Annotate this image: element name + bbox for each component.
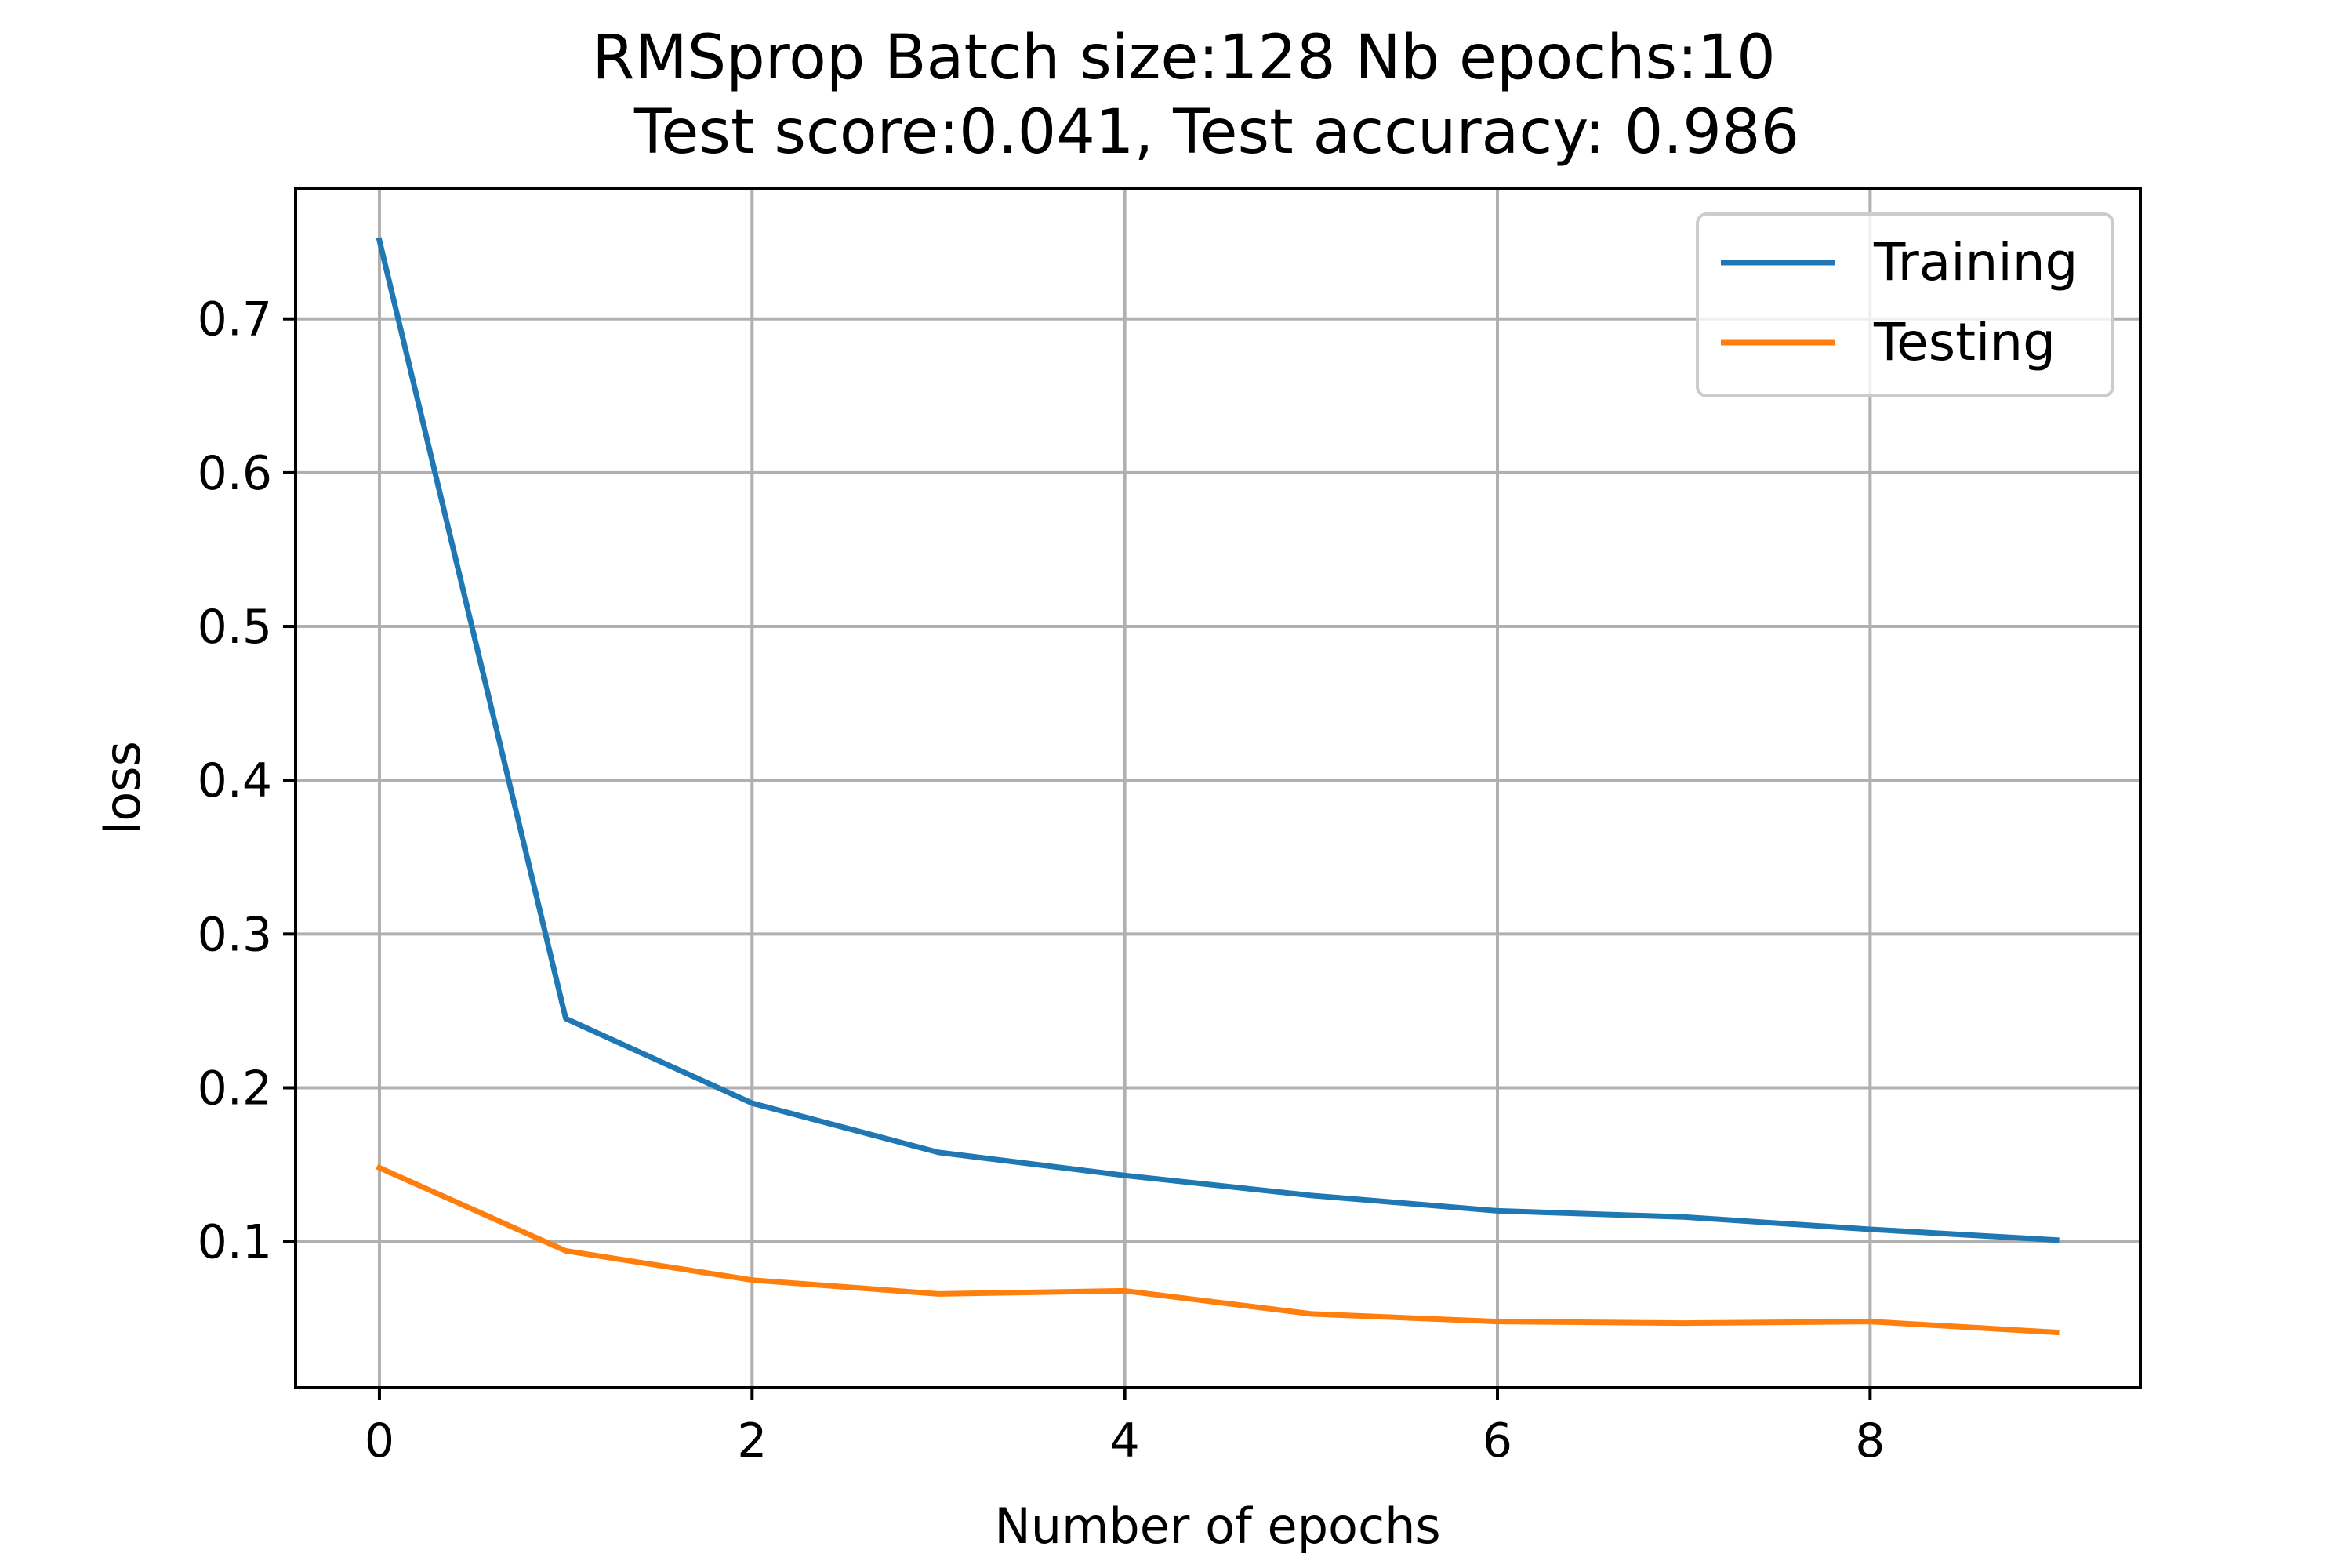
chart-title: RMSprop Batch size:128 Nb epochs:10 bbox=[592, 23, 1775, 93]
ticks: 0 2 4 6 8 0.1 0.2 0.3 0.4 0.5 0.6 0.7 bbox=[198, 292, 1886, 1468]
y-axis-label: loss bbox=[94, 741, 151, 835]
x-axis-label: Number of epochs bbox=[994, 1497, 1440, 1555]
y-tick-label: 0.1 bbox=[198, 1215, 272, 1270]
y-tick-label: 0.4 bbox=[198, 753, 272, 808]
x-tick-label: 4 bbox=[1110, 1414, 1140, 1468]
grid bbox=[296, 188, 2140, 1388]
y-tick-label: 0.3 bbox=[198, 907, 272, 962]
series-line-testing bbox=[376, 1163, 2060, 1336]
legend: Training Testing bbox=[1696, 212, 2114, 397]
y-tick-label: 0.2 bbox=[198, 1062, 272, 1116]
chart-subtitle: Test score:0.041, Test accuracy: 0.986 bbox=[633, 97, 1799, 168]
y-tick-label: 0.6 bbox=[198, 446, 272, 501]
y-tick-label: 0.5 bbox=[198, 600, 272, 655]
plot-frame bbox=[294, 187, 2142, 1389]
x-tick-label: 0 bbox=[365, 1414, 394, 1468]
series-line-training bbox=[376, 237, 2060, 1243]
series-layer bbox=[376, 237, 2060, 1336]
legend-label-training: Training bbox=[1873, 232, 2078, 292]
x-tick-label: 6 bbox=[1483, 1414, 1512, 1468]
x-tick-label: 8 bbox=[1855, 1414, 1885, 1468]
y-tick-label: 0.7 bbox=[198, 292, 272, 347]
legend-label-testing: Testing bbox=[1873, 312, 2056, 372]
legend-box bbox=[1696, 212, 2114, 397]
x-tick-label: 2 bbox=[737, 1414, 767, 1468]
